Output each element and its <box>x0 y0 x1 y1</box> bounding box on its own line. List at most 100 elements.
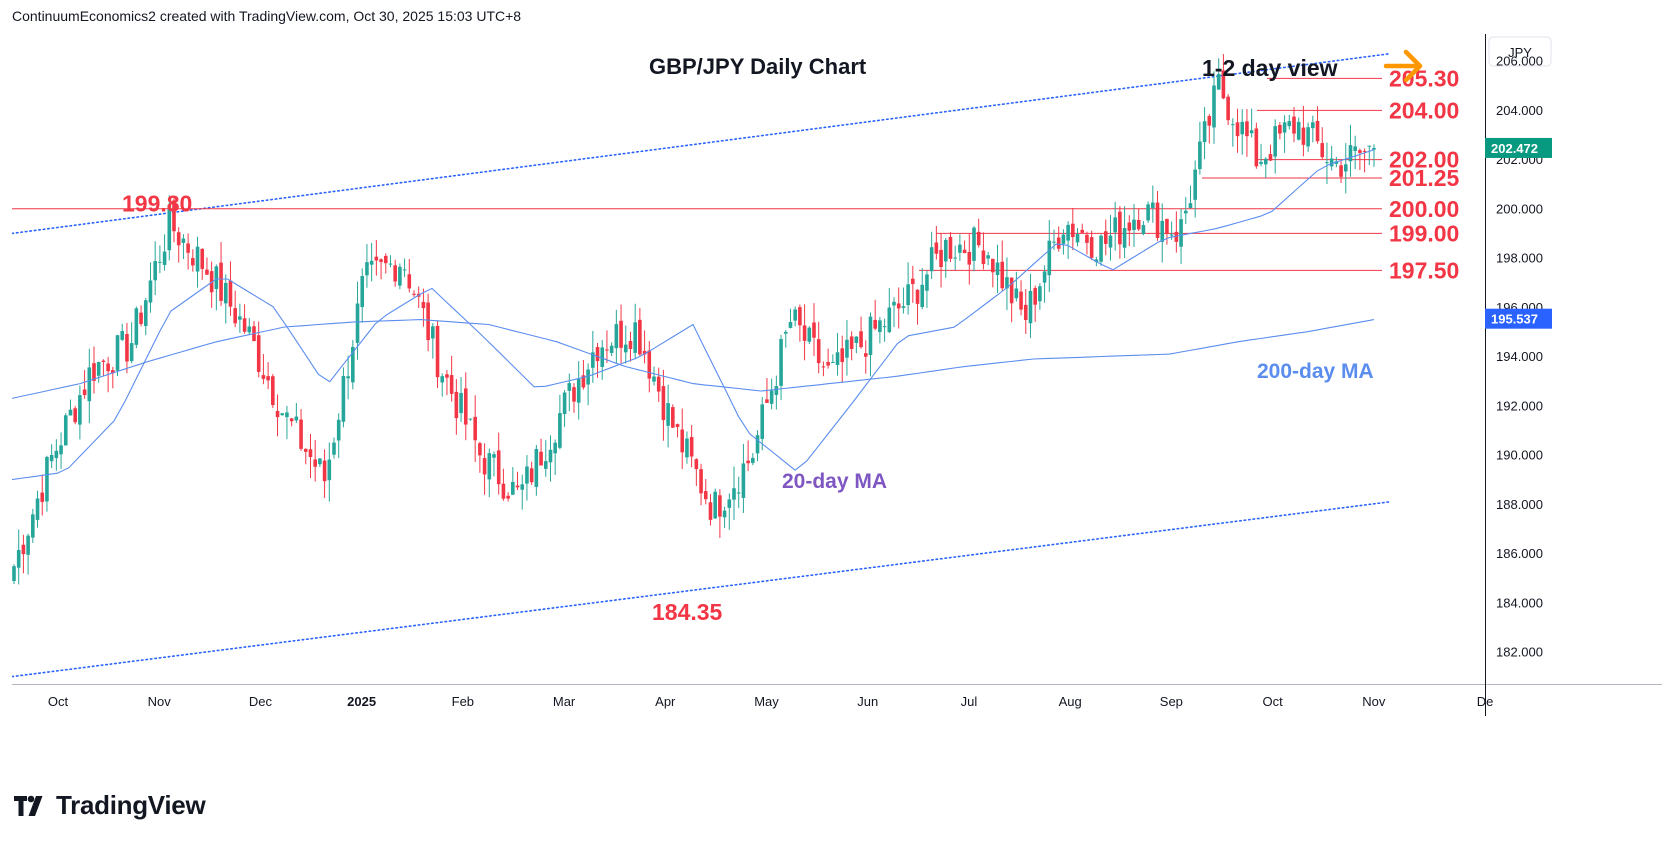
candle-up <box>1108 214 1113 261</box>
candle-body <box>1169 234 1174 236</box>
candle-down <box>812 303 816 356</box>
candle-body <box>1212 85 1216 128</box>
candle-up <box>398 263 402 290</box>
x-tick-label: Apr <box>655 694 676 709</box>
candle-up <box>294 403 299 424</box>
candle-body <box>148 280 153 303</box>
candle-body <box>1080 229 1085 233</box>
candle-down <box>934 225 939 260</box>
candle-body <box>247 326 252 333</box>
candle-up <box>54 439 59 471</box>
candle-body <box>548 449 553 463</box>
candle-body <box>769 390 774 404</box>
currency-label: JPY <box>1508 45 1532 60</box>
candle-body <box>991 258 995 273</box>
candle-up <box>1198 121 1202 175</box>
candle-body <box>1287 121 1292 127</box>
candle-body <box>1085 234 1089 243</box>
candle-body <box>520 484 525 490</box>
candle-down <box>802 304 807 361</box>
candle-body <box>1146 204 1150 221</box>
chart-frame[interactable]: JPY 182.000 184.000 186.000 188.000 190.000 19… <box>12 34 1662 766</box>
candle-up <box>760 397 765 451</box>
candle-body <box>1362 150 1367 152</box>
y-tick-label: 192.000 <box>1496 398 1543 413</box>
candle-body <box>153 261 157 281</box>
chart-subtitle: 1-2 day view <box>1202 55 1338 81</box>
candle-body <box>1028 290 1033 324</box>
candle-body <box>473 416 477 441</box>
candle-body <box>633 322 637 353</box>
candle-body <box>111 370 115 374</box>
candle-up <box>280 413 285 416</box>
chart-title: GBP/JPY Daily Chart <box>649 54 867 79</box>
candlestick-chart[interactable]: JPY 182.000 184.000 186.000 188.000 190.000 19… <box>12 34 1662 766</box>
candle-body <box>1000 261 1005 289</box>
candle-body <box>129 343 134 362</box>
candle-body <box>760 404 765 439</box>
candle-body <box>892 301 896 306</box>
candle-body <box>1066 224 1070 241</box>
candle-down <box>840 335 845 383</box>
candle-up <box>153 241 157 296</box>
candle-down <box>228 261 233 316</box>
candle-up <box>360 268 365 323</box>
candle-body <box>807 327 812 342</box>
candle-body <box>167 204 172 251</box>
candle-body <box>967 252 972 265</box>
candle-up <box>887 287 892 334</box>
candle-up <box>525 455 529 501</box>
candle-body <box>63 415 68 446</box>
candle-up <box>1231 118 1235 147</box>
candle-up <box>586 363 590 406</box>
candle-body <box>374 256 379 261</box>
candle-up <box>567 373 572 412</box>
candle-up <box>1353 135 1357 170</box>
candle-body <box>746 460 750 464</box>
candle-down <box>313 439 317 482</box>
candle-up <box>167 195 172 261</box>
candle-down <box>1278 122 1282 140</box>
candle-body <box>1367 145 1372 147</box>
candle-down <box>271 374 275 408</box>
candle-body <box>289 418 294 422</box>
candle-body <box>478 443 482 456</box>
candle-up <box>492 451 496 477</box>
candle-body <box>393 265 397 282</box>
candle-body <box>266 376 270 381</box>
candle-up <box>995 244 1000 293</box>
tradingview-logo[interactable]: TradingView <box>14 790 206 821</box>
candle-down <box>176 227 181 263</box>
x-tick-label: 2025 <box>347 694 376 709</box>
candle-down <box>322 449 327 498</box>
candle-body <box>694 459 699 470</box>
candle-down <box>463 372 468 441</box>
candle-body <box>459 393 463 414</box>
candle-body <box>515 485 520 488</box>
candle-body <box>826 362 830 366</box>
candle-body <box>1263 158 1268 165</box>
candle-body <box>765 399 769 403</box>
tradingview-logo-icon <box>14 795 43 816</box>
candle-body <box>1009 277 1014 304</box>
candle-up <box>929 231 934 280</box>
candle-down <box>454 379 459 435</box>
candle-up <box>1306 122 1310 152</box>
candle-up <box>487 448 492 498</box>
candle-body <box>1118 211 1122 245</box>
candle-up <box>1325 142 1329 185</box>
candle-up <box>1146 201 1150 223</box>
candle-body <box>1226 96 1230 121</box>
candle-body <box>78 395 82 425</box>
candle-body <box>642 350 647 355</box>
candle-down <box>421 288 426 327</box>
candle-up <box>120 323 125 342</box>
candle-up <box>16 529 21 585</box>
y-tick-label: 194.000 <box>1496 349 1543 364</box>
candle-up <box>68 399 73 416</box>
candle-body <box>35 498 40 520</box>
candle-body <box>623 344 628 353</box>
candle-body <box>223 282 228 304</box>
candle-up <box>285 405 289 440</box>
candle-body <box>1033 288 1037 305</box>
